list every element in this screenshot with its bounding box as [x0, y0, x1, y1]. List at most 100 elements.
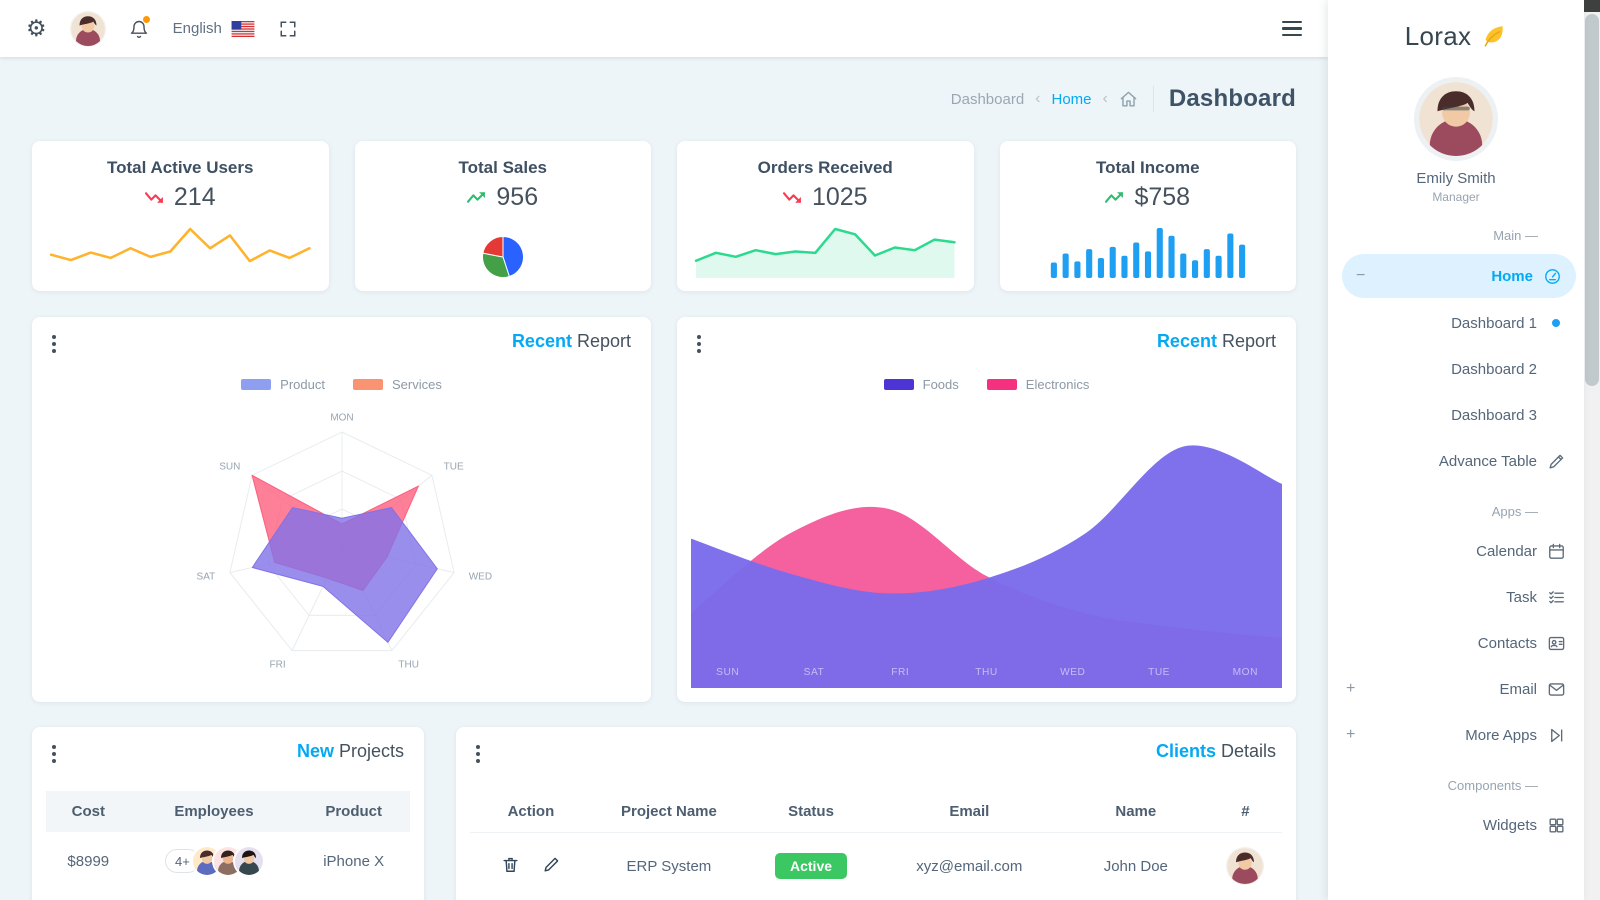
table-row[interactable]: ERP System Active xyz@email.com John Doe: [470, 833, 1282, 900]
card-title-rest: Details: [1220, 741, 1276, 761]
cell-cost: $8999: [67, 852, 110, 870]
orders-sparkline: [694, 227, 956, 278]
contacts-icon: [1546, 633, 1566, 653]
card-title-rest: Report: [1221, 331, 1276, 351]
nav-item-home[interactable]: − Home: [1342, 254, 1576, 298]
language-selector[interactable]: English: [173, 20, 255, 37]
legend-label: Product: [280, 377, 325, 392]
nav-item-email[interactable]: + Email: [1328, 666, 1584, 712]
fullscreen-button[interactable]: [279, 20, 297, 38]
radar-report-card: Recent Report Product Services MON TUE WED T…: [32, 317, 651, 702]
stat-value: $758: [1105, 183, 1190, 212]
scrollbar[interactable]: [1584, 0, 1600, 900]
menu-toggle-button[interactable]: [1282, 20, 1302, 37]
expand-toggle[interactable]: +: [1346, 726, 1356, 743]
nav-icon-slot: [1546, 313, 1566, 333]
delete-button[interactable]: [501, 855, 520, 874]
notifications-button[interactable]: [129, 15, 150, 40]
card-title: Clients Details: [1156, 741, 1276, 762]
breadcrumb: Dashboard ‹ Home ‹ Dashboard: [32, 57, 1296, 141]
stat-chart: [48, 223, 313, 278]
user-name: Emily Smith: [1416, 170, 1496, 187]
stat-card-total-sales: Total Sales 956: [354, 141, 651, 291]
nav-item-dashboard-2[interactable]: Dashboard 2: [1328, 346, 1584, 392]
nav-item-advance-table[interactable]: Advance Table: [1328, 438, 1584, 484]
scroll-up-button[interactable]: [1584, 0, 1600, 12]
svg-text:WED: WED: [1060, 667, 1085, 678]
fullscreen-icon: [280, 21, 296, 36]
table-row[interactable]: $8999 4+ iPhone X: [46, 832, 410, 890]
sidebar: Lorax Emily Smith Manager Main — − Home …: [1328, 0, 1584, 900]
nav-item-more-apps[interactable]: + More Apps: [1328, 712, 1584, 758]
kebab-menu-icon[interactable]: [697, 335, 701, 353]
trend-up-icon: [1105, 192, 1124, 203]
avatar-image: [70, 11, 105, 46]
nav-item-calendar[interactable]: Calendar: [1328, 528, 1584, 574]
area-report-card: Recent Report Foods Electronics SUN SAT FRI…: [677, 317, 1296, 702]
svg-text:TUE: TUE: [1148, 667, 1170, 678]
brand[interactable]: Lorax: [1328, 0, 1584, 72]
home-icon[interactable]: [1119, 90, 1138, 109]
chart-legend: Product Services: [48, 377, 635, 392]
nav-item-task[interactable]: Task: [1328, 574, 1584, 620]
sidebar-nav: Main — − Home Dashboard 1 Dashboard 2 Da…: [1328, 208, 1584, 900]
employee-avatar[interactable]: [213, 847, 242, 875]
breadcrumb-separator: ‹: [1035, 90, 1041, 107]
edit-button[interactable]: [542, 855, 561, 874]
cell-name: John Doe: [1103, 857, 1168, 875]
stat-chart: [693, 223, 958, 278]
user-role: Manager: [1432, 190, 1480, 204]
svg-text:THU: THU: [398, 660, 419, 671]
nav-label: Dashboard 1: [1451, 314, 1537, 332]
expand-toggle[interactable]: +: [1346, 680, 1356, 697]
content-area: Dashboard ‹ Home ‹ Dashboard Total Activ…: [0, 57, 1328, 900]
svg-text:WED: WED: [468, 571, 491, 582]
new-projects-card: New Projects Cost Employees Product $8999: [32, 727, 424, 900]
nav-item-dashboard-1[interactable]: Dashboard 1: [1328, 300, 1584, 346]
tables-row: New Projects Cost Employees Product $8999: [32, 727, 1296, 900]
income-bar-chart: [1050, 228, 1245, 278]
legend-swatch: [883, 379, 914, 390]
svg-text:SUN: SUN: [219, 461, 240, 472]
language-label: English: [172, 20, 222, 37]
page-title: Dashboard: [1168, 85, 1296, 112]
nav-label: Advance Table: [1438, 452, 1537, 470]
nav-item-contacts[interactable]: Contacts: [1328, 620, 1584, 666]
calendar-icon: [1546, 541, 1566, 561]
kebab-menu-icon[interactable]: [52, 745, 56, 763]
card-title-rest: Report: [576, 331, 631, 351]
stat-value: 214: [144, 183, 216, 212]
breadcrumb-item-home[interactable]: Home: [1051, 90, 1092, 108]
svg-text:SAT: SAT: [196, 571, 215, 582]
col-header-number: #: [1241, 803, 1250, 820]
nav-label: Dashboard 2: [1451, 360, 1537, 378]
col-header-email: Email: [949, 803, 990, 820]
client-avatar[interactable]: [1227, 848, 1264, 884]
breadcrumb-item-dashboard[interactable]: Dashboard: [950, 90, 1025, 108]
user-avatar[interactable]: [1419, 82, 1493, 156]
nav-icon-slot: [1546, 405, 1566, 425]
scrollbar-thumb[interactable]: [1585, 14, 1599, 386]
employee-avatar[interactable]: [234, 847, 263, 875]
topbar-avatar[interactable]: [70, 11, 105, 46]
svg-text:THU: THU: [975, 667, 997, 678]
svg-text:MON: MON: [1233, 667, 1258, 678]
nav-item-dashboard-3[interactable]: Dashboard 3: [1328, 392, 1584, 438]
nav-item-widgets[interactable]: Widgets: [1328, 802, 1584, 848]
collapse-toggle[interactable]: −: [1356, 267, 1366, 284]
trend-down-icon: [144, 192, 163, 203]
card-title-accent: Recent: [1156, 331, 1217, 351]
widgets-icon: [1546, 815, 1566, 835]
stat-title: Orders Received: [757, 158, 893, 177]
stat-number: 1025: [811, 183, 868, 211]
nav-label: Contacts: [1477, 634, 1537, 652]
employee-avatar[interactable]: [192, 847, 221, 875]
kebab-menu-icon[interactable]: [476, 745, 480, 763]
nav-label: Dashboard 3: [1451, 406, 1537, 424]
settings-button[interactable]: ⚙: [26, 17, 47, 40]
notification-dot: [142, 15, 150, 23]
stat-card-total-income: Total Income $758: [999, 141, 1296, 291]
trend-up-icon: [467, 192, 486, 203]
kebab-menu-icon[interactable]: [52, 335, 56, 353]
legend-swatch: [986, 379, 1017, 390]
